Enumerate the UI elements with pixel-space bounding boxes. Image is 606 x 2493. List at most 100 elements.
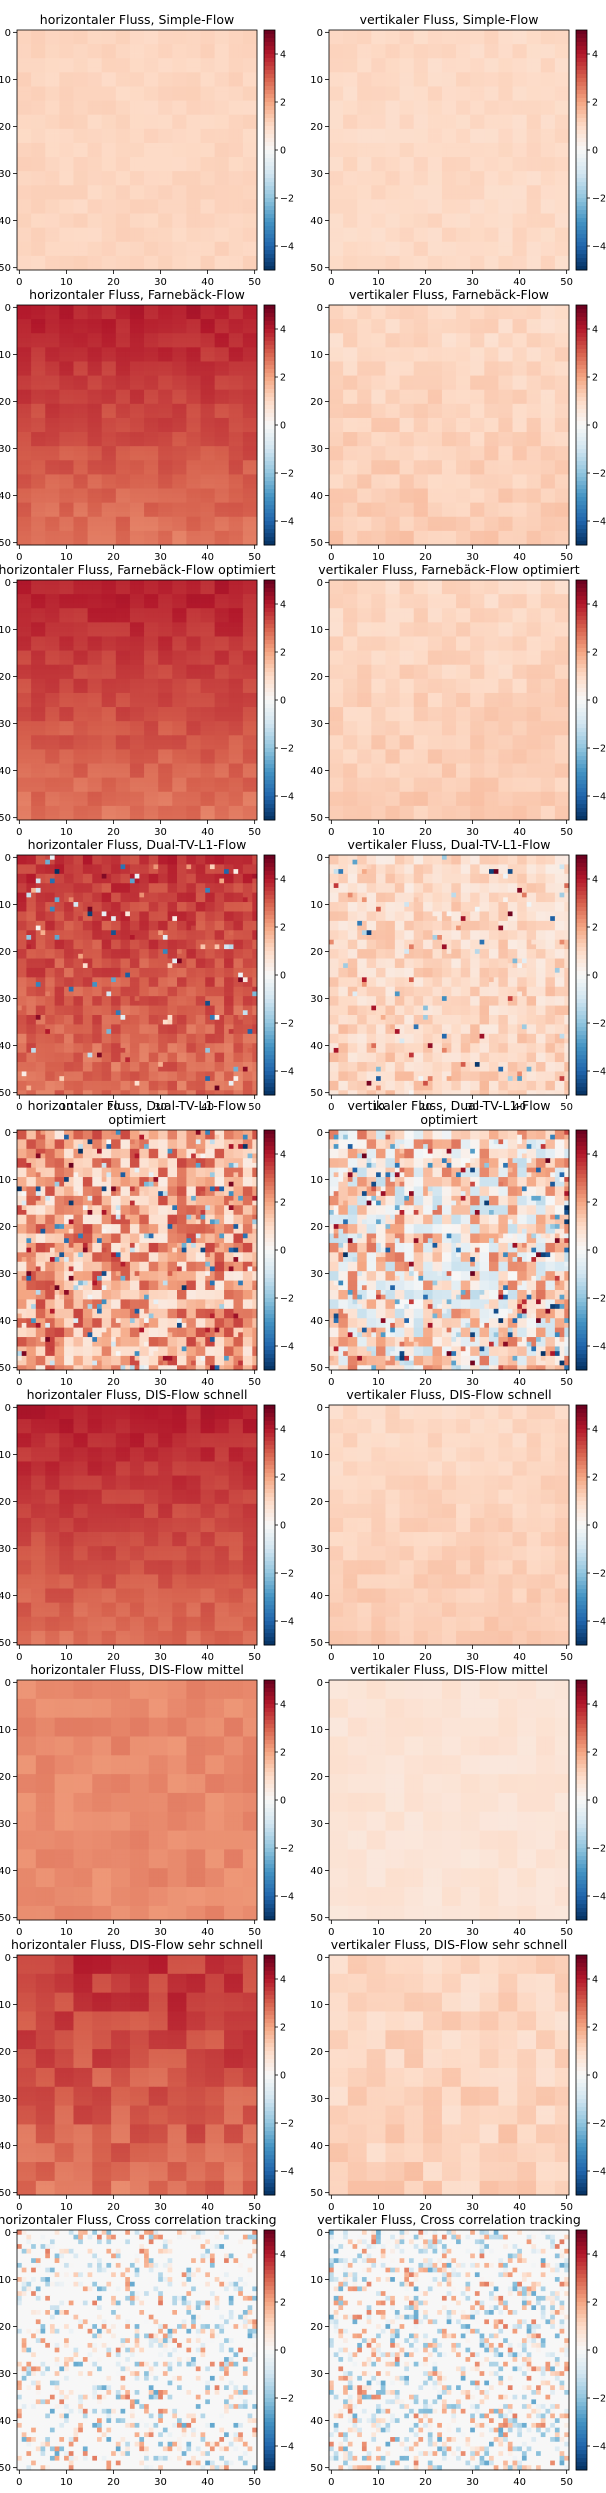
heatmap-cell (149, 181, 154, 186)
heatmap-cell (168, 35, 173, 40)
heatmap-cell (238, 110, 243, 115)
heatmap-cell (186, 58, 191, 63)
heatmap-cell (201, 162, 206, 167)
heatmap-cell (229, 124, 234, 129)
heatmap-cell (168, 138, 173, 143)
heatmap-cell (177, 91, 182, 96)
heatmap-cell (144, 30, 149, 35)
heatmap-cell (121, 199, 126, 204)
heatmap-cell (144, 209, 149, 214)
heatmap-cell (69, 143, 74, 148)
heatmap-cell (102, 176, 107, 181)
heatmap-cell (36, 143, 41, 148)
heatmap-cell (149, 256, 154, 261)
heatmap-cell (59, 35, 64, 40)
heatmap-cell (41, 68, 46, 73)
heatmap-cell (186, 115, 191, 120)
heatmap-cell (238, 246, 243, 251)
heatmap-cell (177, 237, 182, 242)
heatmap-cell (130, 162, 135, 167)
heatmap-cell (111, 152, 116, 157)
heatmap-cell (106, 110, 111, 115)
heatmap-cell (41, 96, 46, 101)
heatmap-cell (186, 143, 191, 148)
heatmap-cell (191, 152, 196, 157)
heatmap-cell (215, 223, 220, 228)
heatmap-cell (149, 242, 154, 247)
heatmap-cell (55, 86, 60, 91)
heatmap-cell (182, 54, 187, 59)
heatmap-cell (163, 96, 168, 101)
heatmap-cell (55, 246, 60, 251)
heatmap-cell (196, 49, 201, 54)
heatmap-cell (102, 199, 107, 204)
heatmap-cell (163, 152, 168, 157)
heatmap-cell (149, 261, 154, 266)
heatmap-cell (26, 246, 31, 251)
heatmap-cell (219, 232, 224, 237)
heatmap-cell (102, 105, 107, 110)
heatmap-cell (229, 96, 234, 101)
heatmap-cell (186, 204, 191, 209)
heatmap-cell (125, 218, 130, 223)
heatmap-cell (224, 237, 229, 242)
heatmap-cell (168, 63, 173, 68)
heatmap-cell (31, 44, 36, 49)
heatmap-cell (64, 39, 69, 44)
heatmap-cell (50, 256, 55, 261)
heatmap-cell (116, 251, 121, 256)
heatmap-cell (243, 166, 248, 171)
heatmap-cell (50, 251, 55, 256)
heatmap-cell (238, 91, 243, 96)
heatmap-cell (50, 77, 55, 82)
heatmap-cell (92, 223, 97, 228)
heatmap-cell (238, 44, 243, 49)
heatmap-cell (191, 209, 196, 214)
heatmap-cell (229, 232, 234, 237)
heatmap-cell (78, 105, 83, 110)
heatmap-cell (22, 261, 27, 266)
heatmap-cell (73, 54, 78, 59)
heatmap-cell (182, 237, 187, 242)
heatmap-cell (163, 110, 168, 115)
heatmap-cell (36, 237, 41, 242)
heatmap-cell (163, 256, 168, 261)
heatmap-cell (215, 96, 220, 101)
heatmap-cell (238, 63, 243, 68)
heatmap-cell (59, 82, 64, 87)
heatmap-cell (205, 171, 210, 176)
heatmap-cell (64, 209, 69, 214)
heatmap-cell (248, 246, 253, 251)
heatmap-cell (73, 214, 78, 219)
heatmap-cell (219, 162, 224, 167)
heatmap-cell (205, 148, 210, 153)
heatmap-cell (219, 77, 224, 82)
heatmap-cell (163, 124, 168, 129)
heatmap-cell (83, 152, 88, 157)
heatmap-cell (36, 44, 41, 49)
heatmap-cell (116, 77, 121, 82)
heatmap-cell (248, 176, 253, 181)
heatmap-cell (31, 181, 36, 186)
heatmap-cell (83, 246, 88, 251)
heatmap-cell (111, 44, 116, 49)
heatmap-cell (224, 232, 229, 237)
heatmap-cell (196, 101, 201, 106)
heatmap-cell (59, 134, 64, 139)
heatmap-cell (196, 195, 201, 200)
heatmap-cell (88, 242, 93, 247)
heatmap-cell (97, 190, 102, 195)
heatmap-cell (50, 86, 55, 91)
heatmap-cell (229, 246, 234, 251)
heatmap-cell (116, 237, 121, 242)
heatmap-cell (135, 101, 140, 106)
heatmap-cell (69, 171, 74, 176)
heatmap-cell (182, 30, 187, 35)
heatmap-cell (191, 162, 196, 167)
heatmap-cell (83, 237, 88, 242)
heatmap-cell (41, 39, 46, 44)
heatmap-cell (83, 223, 88, 228)
heatmap-cell (248, 72, 253, 77)
heatmap-cell (153, 209, 158, 214)
heatmap-cell (243, 124, 248, 129)
